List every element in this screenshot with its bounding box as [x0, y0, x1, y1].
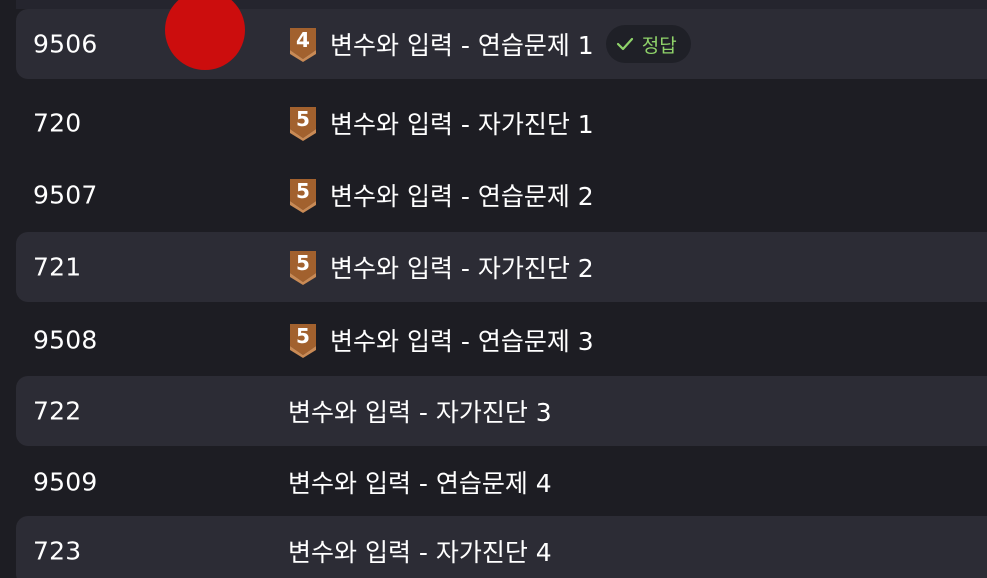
problem-title-link[interactable]: 변수와 입력 - 자가진단 3 — [288, 398, 552, 427]
problem-id[interactable]: 9507 — [33, 180, 98, 210]
problem-row[interactable]: 723 변수와 입력 - 자가진단 4 — [16, 516, 987, 578]
solved-badge: 정답 — [605, 25, 691, 63]
problem-title-cell[interactable]: 변수와 입력 - 연습문제 4 — [288, 464, 552, 500]
problem-id[interactable]: 720 — [33, 108, 82, 138]
problem-title-link[interactable]: 변수와 입력 - 자가진단 1 — [330, 110, 594, 139]
check-icon — [616, 37, 633, 51]
problem-row[interactable]: 9507 5 변수와 입력 - 연습문제 2 — [16, 160, 987, 230]
problem-row[interactable]: 722 변수와 입력 - 자가진단 3 — [16, 376, 987, 446]
problem-title-cell[interactable]: 4 변수와 입력 - 연습문제 1 정답 — [288, 25, 691, 63]
problem-id[interactable]: 9506 — [33, 29, 98, 59]
problem-title-link[interactable]: 변수와 입력 - 연습문제 4 — [288, 469, 552, 498]
problem-row[interactable]: 720 5 변수와 입력 - 자가진단 1 — [16, 88, 987, 158]
pointer-dot — [165, 0, 245, 70]
problem-title-cell[interactable]: 5 변수와 입력 - 연습문제 2 — [288, 177, 594, 213]
problem-title-link[interactable]: 변수와 입력 - 자가진단 2 — [330, 254, 594, 283]
tier-number: 5 — [296, 324, 310, 348]
problem-title-link[interactable]: 변수와 입력 - 연습문제 1 — [330, 31, 594, 60]
problem-id[interactable]: 721 — [33, 252, 82, 282]
problem-id[interactable]: 722 — [33, 396, 82, 426]
tier-badge-icon: 5 — [288, 322, 318, 358]
tier-number: 5 — [296, 107, 310, 131]
problem-title-cell[interactable]: 변수와 입력 - 자가진단 4 — [288, 533, 552, 569]
tier-badge-icon: 5 — [288, 177, 318, 213]
problem-row[interactable]: 721 5 변수와 입력 - 자가진단 2 — [16, 232, 987, 302]
tier-number: 4 — [296, 28, 310, 52]
problem-row[interactable]: 9508 5 변수와 입력 - 연습문제 3 — [16, 305, 987, 375]
problem-row[interactable]: 9509 변수와 입력 - 연습문제 4 — [16, 447, 987, 517]
previous-row-edge — [16, 0, 987, 9]
problem-id[interactable]: 723 — [33, 536, 82, 566]
problem-id[interactable]: 9508 — [33, 325, 98, 355]
tier-badge-icon: 5 — [288, 105, 318, 141]
problem-title-link[interactable]: 변수와 입력 - 연습문제 3 — [330, 327, 594, 356]
problem-row[interactable]: 9506 4 변수와 입력 - 연습문제 1 정답 — [16, 9, 987, 79]
problem-title-cell[interactable]: 5 변수와 입력 - 연습문제 3 — [288, 322, 594, 358]
problem-id[interactable]: 9509 — [33, 467, 98, 497]
tier-badge-icon: 4 — [288, 26, 318, 62]
problem-title-cell[interactable]: 5 변수와 입력 - 자가진단 1 — [288, 105, 594, 141]
problem-title-cell[interactable]: 변수와 입력 - 자가진단 3 — [288, 393, 552, 429]
problem-title-link[interactable]: 변수와 입력 - 연습문제 2 — [330, 182, 594, 211]
solved-label: 정답 — [641, 34, 677, 57]
tier-badge-icon: 5 — [288, 249, 318, 285]
tier-number: 5 — [296, 251, 310, 275]
tier-number: 5 — [296, 179, 310, 203]
problem-title-link[interactable]: 변수와 입력 - 자가진단 4 — [288, 538, 552, 567]
problem-title-cell[interactable]: 5 변수와 입력 - 자가진단 2 — [288, 249, 594, 285]
